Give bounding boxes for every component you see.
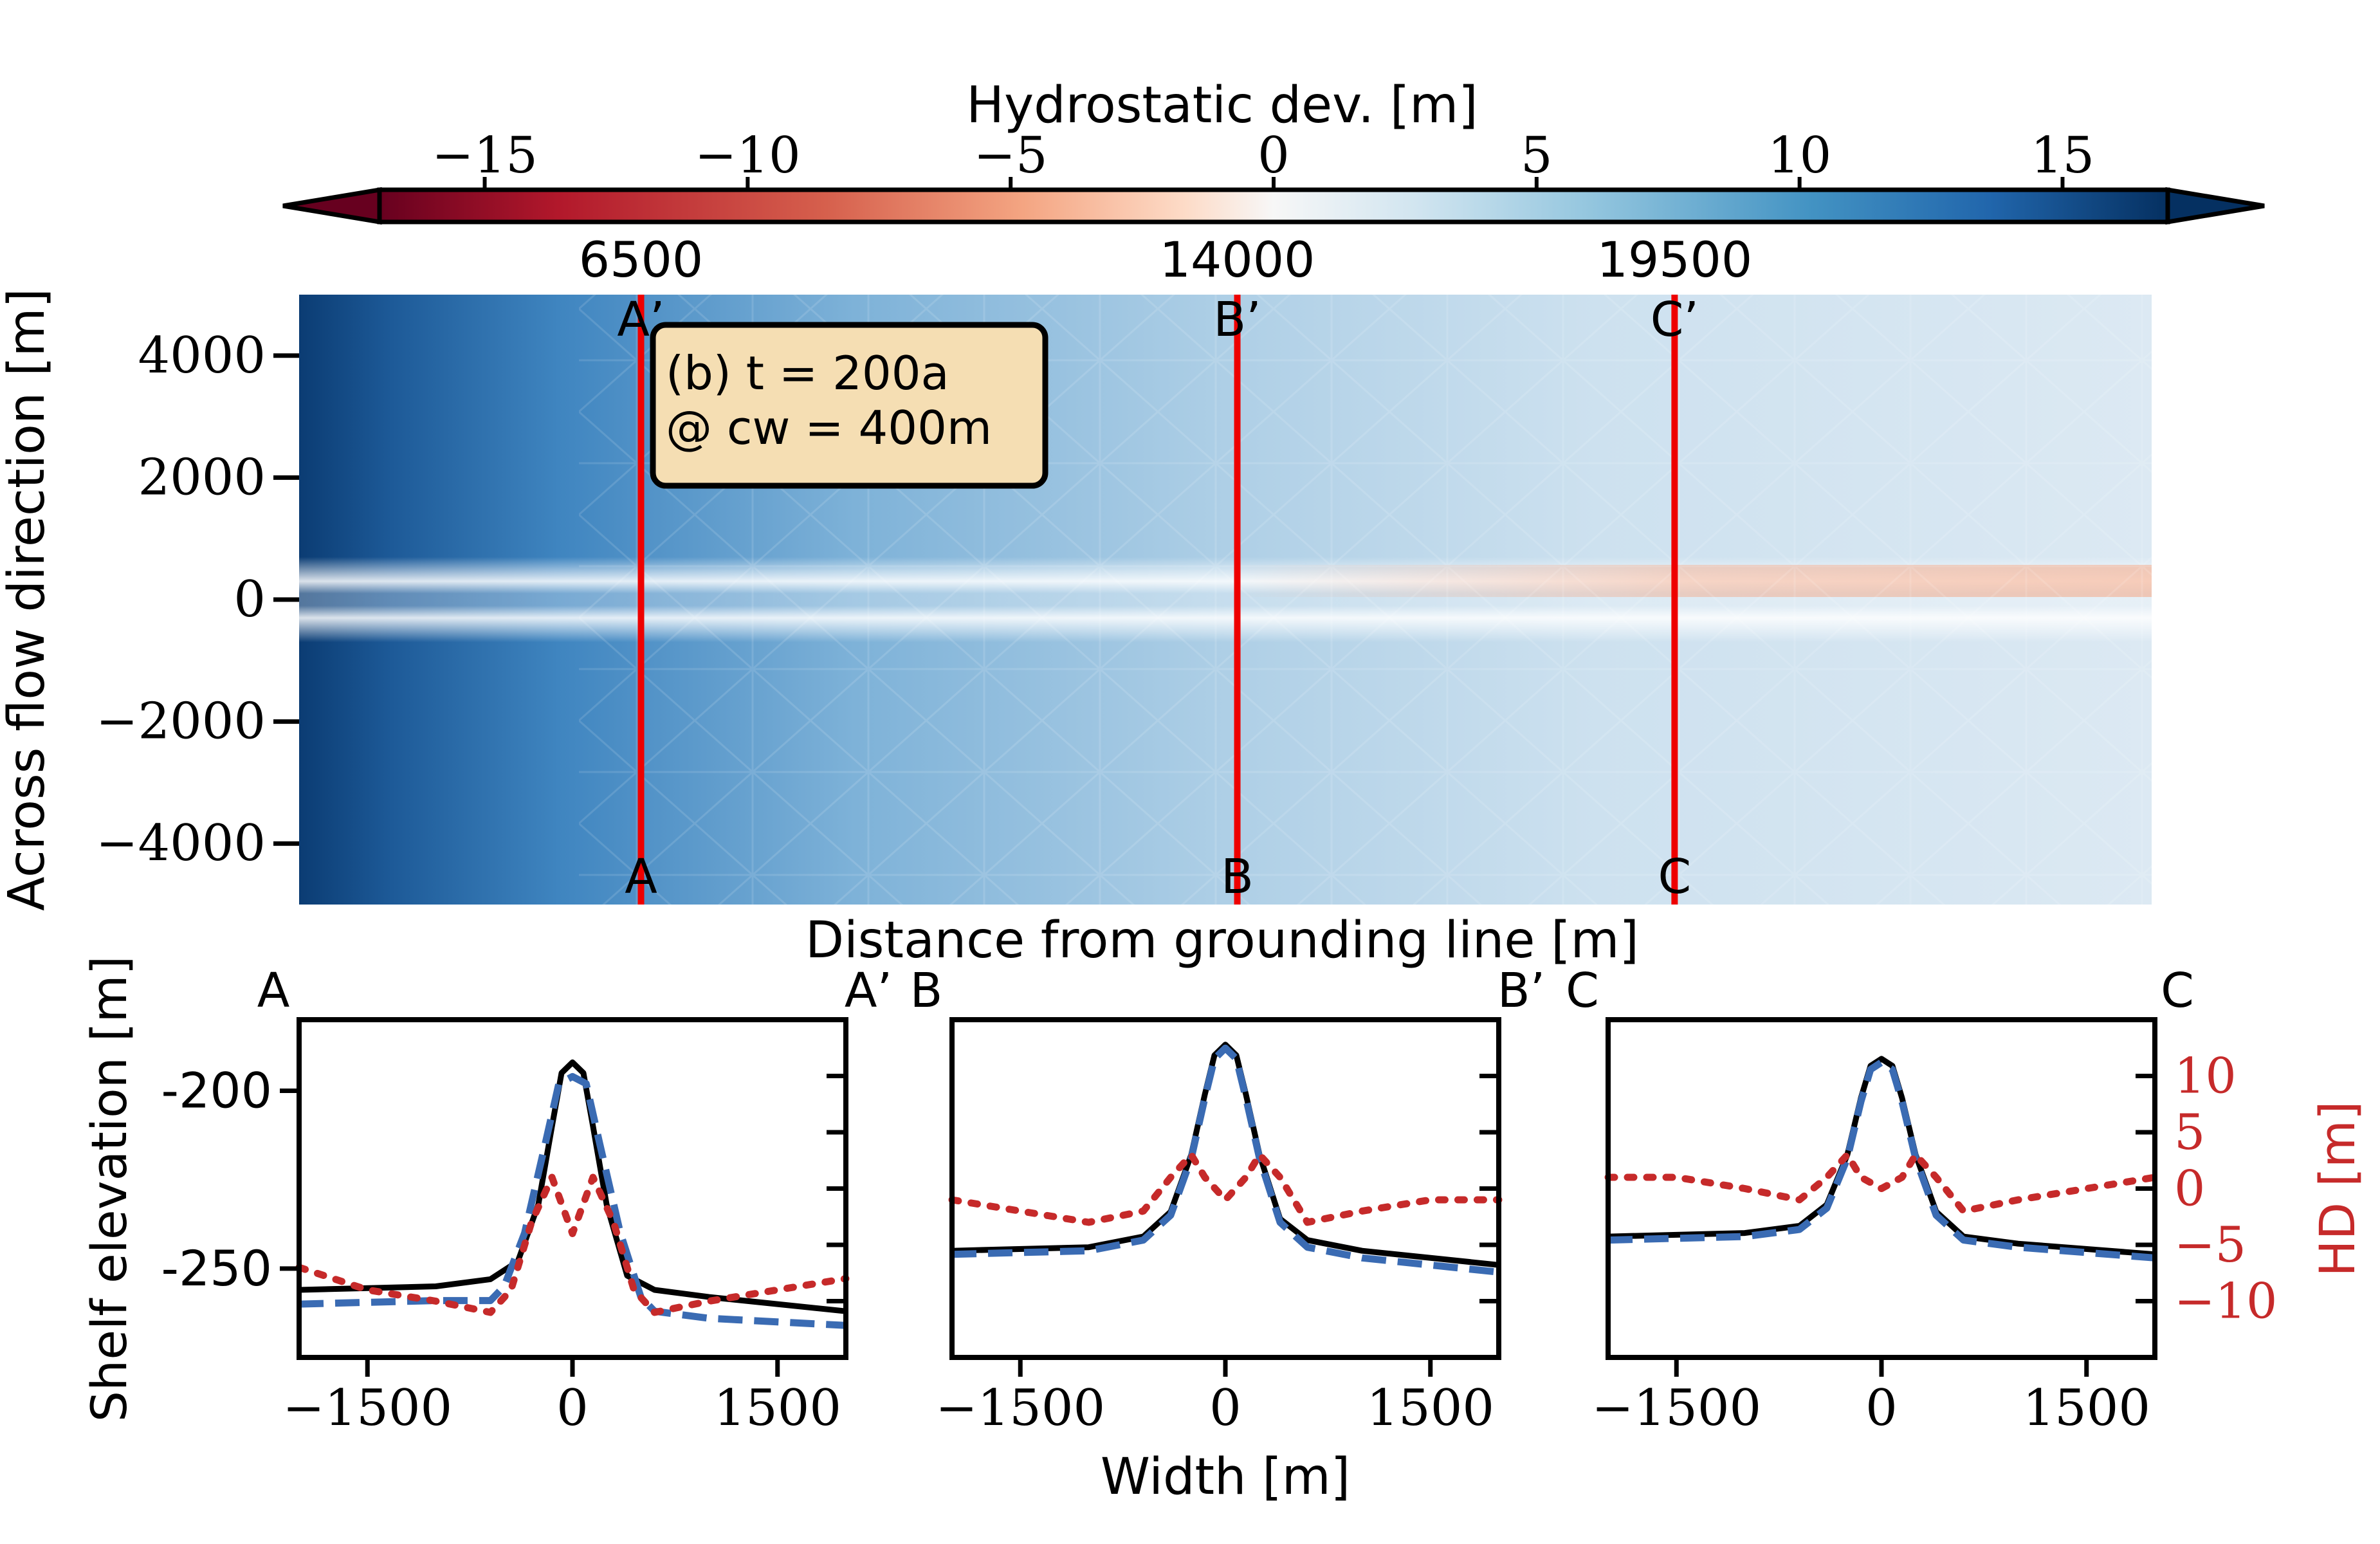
panel-frame [949,1017,1501,1360]
panel-ytick-label: -250 [161,1240,272,1297]
colorbar-extend-low [282,187,382,225]
map-ytick-label: 4000 [138,327,266,385]
panel-xtick-label: 1500 [2022,1379,2150,1437]
panel-xlabel: Width [m] [1101,1448,1350,1506]
series-hydrostatic-line [298,1072,847,1329]
colorbar-tick-label: −15 [432,127,538,185]
panel-xtick-label: −1500 [282,1379,452,1437]
panel-corner-left: C [1566,963,1599,1018]
map-xlabel: Distance from grounding line [m] [805,912,1639,970]
hd-tick-label: 0 [2174,1160,2205,1217]
series-hd-line [948,1151,1503,1226]
profile-top-label: B’ [1213,292,1261,347]
colorbar-tick-label: −10 [695,127,801,185]
panel-ytick-label: -200 [161,1062,272,1119]
hd-tick-label: 10 [2174,1047,2237,1105]
series-hd-line [295,1173,850,1316]
profile-panel-B: −1500 0 1500 B B’ Width [m] [910,963,1546,1506]
annotation-line-2: @ cw = 400m [666,401,992,455]
panel-xtick-label: 0 [556,1379,589,1437]
panel-corner-right: C [2161,963,2194,1018]
series-surface-line [298,1059,847,1314]
panel-ylabel: Shelf elevation [m] [80,956,138,1422]
profile-bottom-label: C [1658,849,1692,905]
series-surface-line [951,1042,1499,1268]
map-ytick-label: 0 [233,571,266,629]
map-ytick-label: −2000 [96,693,266,751]
profile-position-label: 6500 [579,231,703,288]
series-surface-line [1607,1056,2156,1258]
annotation-line-1: (b) t = 200a [666,346,949,400]
panel-corner-right: B’ [1497,963,1545,1018]
colorbar: Hydrostatic dev. [m] −15 −10 −5 0 5 10 15 [282,77,2265,225]
panel-corner-right: A’ [845,963,892,1018]
colorbar-extend-high [2165,187,2265,225]
profile-bottom-label: B [1221,849,1254,905]
series-hydrostatic-line [1607,1058,2156,1262]
panel-xtick-label: 1500 [713,1379,841,1437]
hd-tick-label: 5 [2174,1103,2205,1161]
colorbar-tick-label: −5 [974,127,1048,185]
profile-bottom-label: A [625,849,657,905]
map-ytick-label: −4000 [96,814,266,872]
profile-position-label: 19500 [1597,231,1752,288]
profile-panel-A: −1500 0 1500 -200 -250 Shelf elevation [m] A A’ [80,956,892,1437]
colorbar-bar [377,187,2170,225]
series-hydrostatic-line [951,1044,1499,1276]
panel-xtick-label: 0 [1865,1379,1898,1437]
hd-tick-label: −5 [2174,1216,2246,1273]
colorbar-tick-label: 15 [2031,127,2094,185]
profile-top-label: C’ [1651,292,1699,347]
map-ylabel: Across flow direction [m] [0,288,56,911]
panel-xtick-label: −1500 [1591,1379,1761,1437]
hd-ylabel: HD [m] [2309,1101,2366,1276]
annotation-box: (b) t = 200a @ cw = 400m [650,322,1048,489]
profile-position-label: 14000 [1160,231,1315,288]
panel-corner-left: A [257,963,290,1018]
map-ytick-label: 2000 [138,448,266,506]
colorbar-tick-label: 10 [1768,127,1831,185]
panel-frame [297,1017,848,1360]
series-hd-line [1604,1151,2159,1215]
colorbar-tick-label: 5 [1521,127,1553,185]
colorbar-label: Hydrostatic dev. [m] [966,77,1478,134]
panel-xtick-label: 1500 [1366,1379,1494,1437]
colorbar-tick-label: 0 [1258,127,1290,185]
panel-xtick-label: 0 [1209,1379,1241,1437]
panel-xtick-label: −1500 [935,1379,1105,1437]
panel-corner-left: B [910,963,943,1018]
hd-tick-label: −10 [2174,1273,2277,1330]
